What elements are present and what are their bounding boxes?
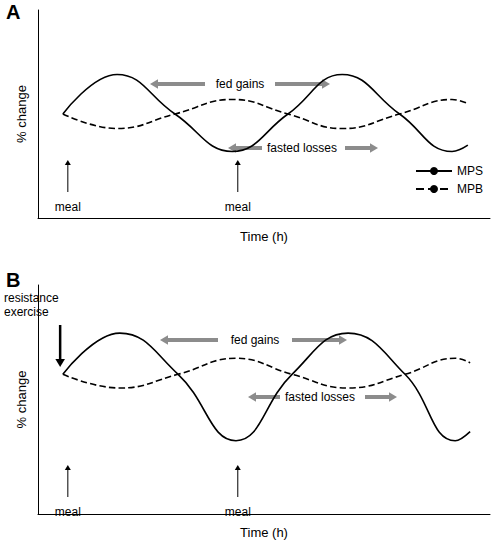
svg-text:exercise: exercise: [4, 305, 49, 319]
svg-text:fasted losses: fasted losses: [267, 141, 337, 155]
svg-text:Time (h): Time (h): [240, 229, 288, 244]
svg-text:B: B: [6, 269, 20, 291]
svg-text:resistance: resistance: [4, 291, 59, 305]
svg-text:A: A: [6, 1, 20, 23]
svg-text:meal: meal: [55, 505, 81, 519]
svg-text:fasted losses: fasted losses: [285, 390, 355, 404]
svg-text:fed gains: fed gains: [216, 77, 265, 91]
svg-text:% change: % change: [14, 85, 29, 143]
svg-text:fed gains: fed gains: [231, 333, 280, 347]
svg-text:MPB: MPB: [457, 182, 483, 196]
svg-text:meal: meal: [55, 200, 81, 214]
svg-text:% change: % change: [14, 371, 29, 429]
svg-text:Time (h): Time (h): [240, 525, 288, 540]
svg-text:MPS: MPS: [457, 164, 483, 178]
svg-text:meal: meal: [225, 200, 251, 214]
svg-text:meal: meal: [225, 505, 251, 519]
